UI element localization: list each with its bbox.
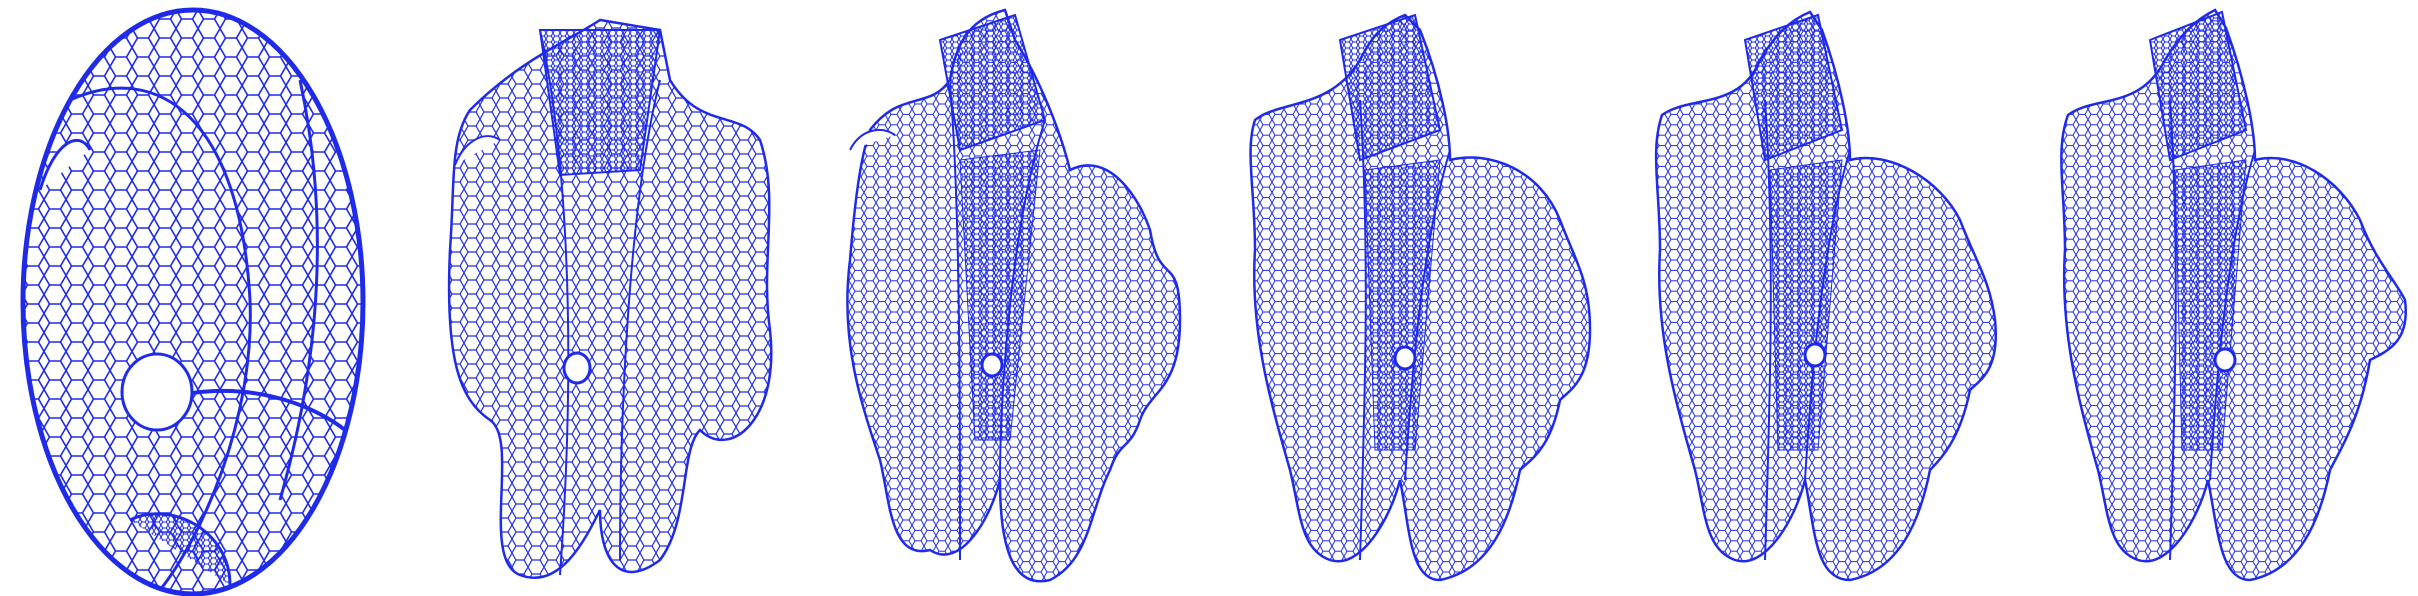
mesh-panel-1 — [20, 7, 366, 596]
mesh-panel-3 — [846, 8, 1182, 583]
mesh-panel-5 — [1654, 10, 1998, 582]
mesh-panel-4 — [1249, 13, 1592, 582]
mesh-panel-2 — [447, 18, 773, 579]
mesh-panel-6 — [2060, 8, 2408, 582]
